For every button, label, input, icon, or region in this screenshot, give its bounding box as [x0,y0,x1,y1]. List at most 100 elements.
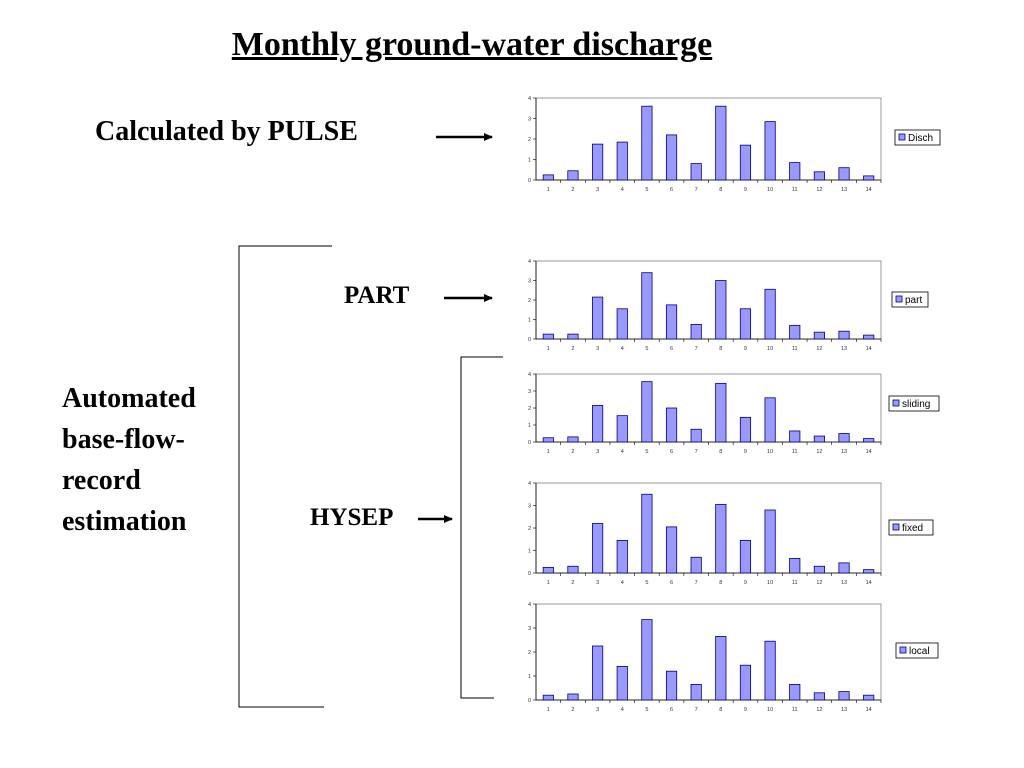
x-tick-label: 3 [596,580,599,586]
bar [542,333,554,340]
bar [739,416,752,443]
bar [665,670,678,701]
bar [641,493,653,574]
x-tick-label: 7 [695,449,698,455]
bar [616,141,628,181]
x-tick-label: 14 [866,346,872,352]
label-calculated-by-pulse: Calculated by PULSE [95,116,358,147]
bar [665,526,678,574]
bar [690,428,702,443]
x-tick-label: 7 [695,346,698,352]
x-tick-label: 14 [866,187,872,193]
x-tick-label: 3 [596,346,599,352]
bar [690,323,702,340]
x-tick-label: 9 [744,580,747,586]
bar [764,640,776,701]
x-tick-label: 9 [744,187,747,193]
bar [542,566,554,574]
legend-label: sliding [902,399,930,410]
plot-area [535,373,882,443]
plot-area [535,603,882,701]
x-tick-label: 14 [866,707,872,713]
bar [542,694,554,701]
legend: Disch [894,129,941,146]
y-tick-label: 2 [528,137,531,143]
y-tick-label: 3 [528,626,531,632]
bar [690,556,702,574]
bar [542,174,554,181]
legend: part [891,291,929,308]
bar [641,619,653,701]
label-automated-line: Automated [62,383,196,414]
y-tick-label: 1 [528,318,531,324]
x-tick-label: 12 [816,346,822,352]
bar [592,143,604,181]
bar [789,324,801,340]
y-tick-label: 3 [528,389,531,395]
chart-sliding: 0 1 2 3 4 1 2 3 4 5 6 7 8 9 10 11 12 13 14 sliding [520,368,950,478]
bar [838,562,850,574]
chart-fixed: 0 1 2 3 4 1 2 3 4 5 6 7 8 9 10 11 12 13 14 fixed [520,477,950,597]
legend-label: local [909,646,930,657]
bar [739,539,752,574]
plot-area [535,482,882,574]
legend-swatch [892,399,900,407]
bar [764,121,776,181]
y-tick-label: 3 [528,504,531,510]
label-hysep: HYSEP [310,504,394,531]
y-tick-label: 4 [528,602,531,608]
x-tick-label: 1 [547,187,550,193]
bar [690,684,702,701]
bracket-hysep [460,356,503,699]
legend-swatch [899,646,907,654]
bar [863,334,875,340]
x-tick-label: 4 [621,580,624,586]
y-tick-label: 2 [528,526,531,532]
bar [813,171,825,181]
y-tick-label: 0 [528,178,531,184]
legend-swatch [892,523,900,531]
bar [863,694,875,701]
legend-box [888,519,934,536]
y-tick-label: 3 [528,117,531,123]
bar [739,144,752,181]
bar [813,435,825,443]
x-tick-label: 12 [816,707,822,713]
x-tick-label: 4 [621,449,624,455]
label-automated-line: record [62,465,141,496]
x-tick-label: 11 [792,707,798,713]
bar [567,333,579,340]
y-tick-label: 2 [528,406,531,412]
label-automated-estimation: Automated base-flow- record estimation [62,378,237,542]
bar [592,405,604,443]
bar [616,308,628,340]
x-tick-label: 8 [719,707,722,713]
bar [789,430,801,443]
x-tick-label: 10 [767,187,773,193]
x-tick-label: 1 [547,346,550,352]
x-tick-label: 5 [645,187,648,193]
bar [616,666,628,701]
bar [567,565,579,574]
x-tick-label: 4 [621,707,624,713]
y-tick-label: 0 [528,440,531,446]
bar [665,304,678,340]
legend: fixed [888,519,934,536]
x-tick-label: 13 [841,346,847,352]
x-tick-label: 6 [670,346,673,352]
bar [863,569,875,574]
bar [838,691,850,701]
x-tick-label: 8 [719,580,722,586]
bar [715,503,727,574]
x-tick-label: 1 [547,449,550,455]
x-tick-label: 12 [816,449,822,455]
x-tick-label: 2 [571,580,574,586]
x-tick-label: 6 [670,580,673,586]
bracket-automated [238,245,332,708]
bar [690,163,702,181]
y-tick-label: 0 [528,571,531,577]
